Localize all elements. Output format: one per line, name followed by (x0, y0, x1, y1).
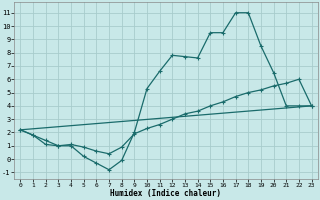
X-axis label: Humidex (Indice chaleur): Humidex (Indice chaleur) (110, 189, 221, 198)
